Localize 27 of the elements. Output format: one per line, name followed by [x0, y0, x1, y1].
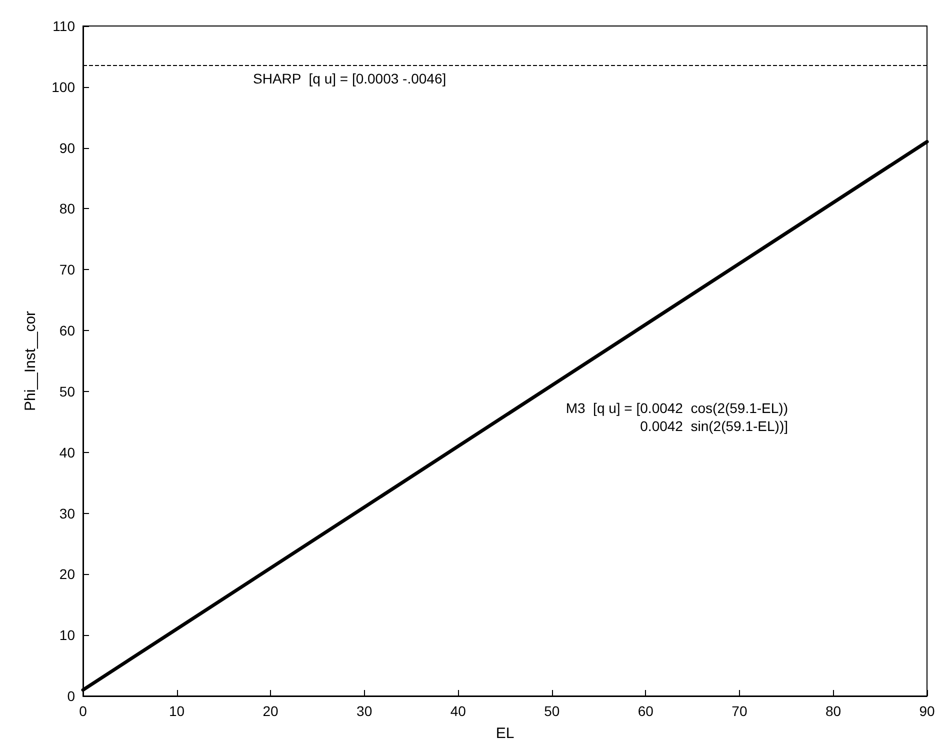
y-tick-label: 70: [59, 262, 76, 278]
y-tick-label: 110: [52, 18, 76, 34]
y-tick-label: 10: [59, 627, 76, 644]
x-tick-label: 70: [732, 703, 748, 719]
annotation: M3 [q u] = [0.0042 cos(2(59.1-EL)): [566, 400, 788, 416]
x-tick-label: 10: [168, 703, 185, 719]
y-tick-label: 100: [52, 78, 76, 95]
annotation: 0.0042 sin(2(59.1-EL))]: [640, 418, 788, 434]
y-tick-label: 30: [59, 505, 76, 522]
y-tick-label: 80: [59, 200, 76, 217]
y-axis-title: Phi__Inst__cor: [22, 310, 39, 412]
y-tick-label: 40: [59, 444, 76, 460]
x-tick-label: 80: [825, 703, 842, 719]
x-axis-title: EL: [496, 725, 514, 742]
x-tick-label: 0: [79, 703, 88, 719]
y-tick-label: 20: [59, 566, 76, 582]
y-tick-label: 0: [67, 688, 76, 704]
x-tick-label: 50: [544, 703, 560, 719]
y-tick-label: 50: [59, 383, 76, 400]
x-tick-label: 90: [919, 703, 935, 719]
ref-line-label: SHARP [q u] = [0.0003 -.0046]: [253, 70, 446, 87]
x-tick-label: 60: [638, 703, 654, 719]
y-tick-label: 60: [59, 322, 76, 339]
x-tick-label: 40: [450, 703, 466, 719]
x-tick-label: 20: [262, 703, 279, 719]
y-tick-label: 90: [59, 140, 76, 156]
x-tick-label: 30: [356, 703, 372, 719]
